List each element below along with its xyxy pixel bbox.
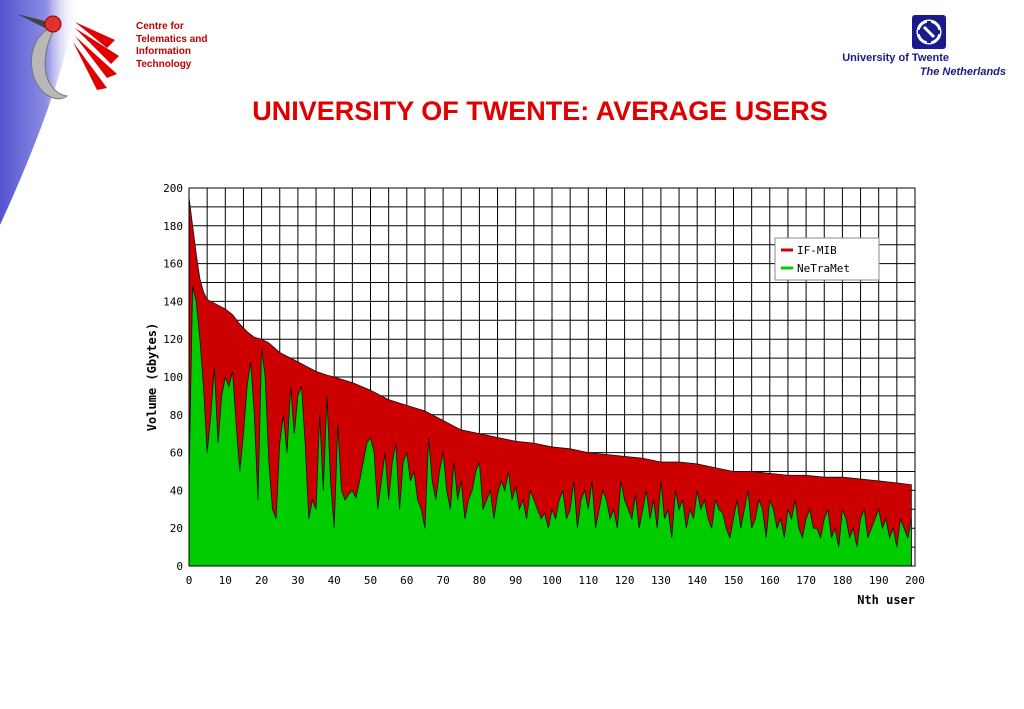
ctit-background-swoosh: [0, 0, 78, 225]
y-tick-label: 60: [170, 447, 183, 460]
y-tick-label: 140: [163, 295, 183, 308]
university-logo-icon: [912, 15, 946, 49]
x-tick-label: 0: [186, 574, 193, 587]
y-tick-label: 180: [163, 220, 183, 233]
x-tick-label: 30: [291, 574, 304, 587]
legend-box: [774, 237, 880, 281]
ctit-name-line-2: Telematics and: [136, 33, 208, 45]
ctit-logo-icon: [17, 14, 119, 100]
legend-label-if-mib: IF-MIB: [797, 244, 837, 257]
ctit-name-line-1: Centre for: [136, 21, 184, 32]
x-tick-label: 130: [651, 574, 671, 587]
x-tick-label: 10: [219, 574, 232, 587]
x-tick-label: 120: [615, 574, 635, 587]
y-tick-label: 160: [163, 258, 183, 271]
y-tick-label: 80: [170, 409, 183, 422]
x-tick-label: 70: [436, 574, 449, 587]
x-tick-label: 90: [509, 574, 522, 587]
x-tick-label: 50: [364, 574, 377, 587]
x-tick-label: 80: [473, 574, 486, 587]
legend-label-netramet: NeTraMet: [797, 262, 850, 275]
x-tick-label: 180: [832, 574, 852, 587]
x-axis-label: Nth user: [857, 593, 915, 607]
ctit-name-line-4: Technology: [136, 58, 192, 70]
university-country: The Netherlands: [919, 66, 1006, 78]
chart-series: [188, 197, 912, 567]
x-tick-label: 20: [255, 574, 268, 587]
x-tick-label: 190: [869, 574, 889, 587]
y-tick-label: 100: [163, 371, 183, 384]
y-tick-label: 200: [163, 182, 183, 195]
series-area-netramet: [188, 286, 912, 567]
x-tick-label: 100: [542, 574, 562, 587]
chart-legend: IF-MIB NeTraMet: [774, 237, 880, 281]
ctit-name-line-3: Information: [136, 46, 191, 57]
x-tick-label: 160: [760, 574, 780, 587]
x-tick-label: 200: [905, 574, 925, 587]
slide-title: UNIVERSITY OF TWENTE: AVERAGE USERS: [252, 96, 828, 126]
y-tick-label: 40: [170, 484, 183, 497]
x-axis-ticks: 0 10 20 30 40 50 60 70 80 90 100 110 120 130 140 150 160…: [186, 574, 925, 587]
x-tick-label: 110: [578, 574, 598, 587]
volume-area-chart: 0 10 20 30 40 50 60 70 80 90 100 110 120 130 140 150 160…: [145, 182, 925, 607]
x-tick-label: 60: [400, 574, 413, 587]
y-tick-label: 120: [163, 333, 183, 346]
x-tick-label: 150: [724, 574, 744, 587]
university-name: University of Twente: [842, 52, 949, 64]
ctit-header: [0, 0, 240, 230]
y-axis-label: Volume (Gbytes): [145, 323, 159, 431]
y-tick-label: 20: [170, 522, 183, 535]
ctit-name: Centre for Telematics and Information Te…: [136, 21, 236, 71]
x-tick-label: 170: [796, 574, 816, 587]
x-tick-label: 40: [328, 574, 341, 587]
y-tick-label: 0: [176, 560, 183, 573]
x-tick-label: 140: [687, 574, 707, 587]
plot-frame: [188, 187, 916, 567]
y-axis-ticks: 0 20 40 60 80 100 120 140 160 180 200: [163, 182, 183, 573]
